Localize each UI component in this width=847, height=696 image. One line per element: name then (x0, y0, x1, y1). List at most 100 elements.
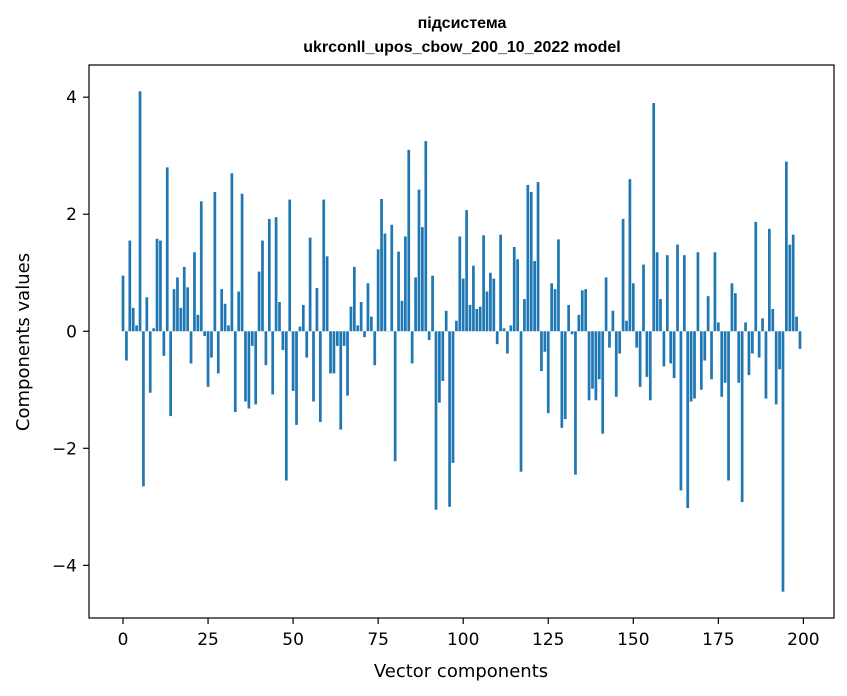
bar-component-77 (383, 233, 387, 332)
bar-component-1 (125, 331, 128, 361)
bar-component-140 (597, 331, 601, 380)
bar-component-166 (686, 331, 690, 508)
bar-component-62 (332, 331, 336, 374)
bar-component-64 (339, 331, 343, 430)
bar-component-146 (618, 331, 622, 354)
bar-component-50 (291, 331, 295, 391)
bar-component-28 (216, 331, 220, 374)
bar-component-31 (227, 325, 230, 332)
chart-title-line1: підсистема (418, 15, 507, 32)
y-tick-label: 0 (66, 322, 77, 342)
bar-component-105 (478, 306, 482, 332)
bar-component-67 (349, 306, 353, 332)
bar-component-142 (604, 277, 608, 332)
bar-component-111 (499, 234, 502, 332)
bar-component-144 (611, 310, 615, 332)
bar-component-128 (557, 239, 560, 332)
bar-component-101 (465, 210, 468, 332)
bar-component-21 (193, 252, 196, 332)
bar-component-191 (771, 309, 775, 332)
bar-component-135 (580, 290, 584, 332)
bar-component-179 (730, 283, 734, 332)
bar-component-156 (652, 103, 656, 332)
bar-component-114 (509, 325, 513, 332)
bar-component-15 (172, 289, 176, 332)
bar-component-109 (492, 278, 496, 332)
bar-component-45 (274, 217, 278, 332)
bar-component-162 (672, 331, 676, 379)
bar-component-2 (128, 240, 132, 332)
bar-component-63 (335, 331, 339, 346)
bar-component-43 (267, 218, 271, 332)
bar-component-6 (142, 331, 145, 487)
bar-component-113 (506, 331, 509, 354)
x-tick-label: 125 (532, 630, 564, 650)
bar-component-164 (679, 331, 683, 491)
bar-component-154 (645, 331, 649, 377)
y-tick-label: −2 (52, 439, 77, 459)
bar-component-70 (359, 302, 363, 332)
bar-component-32 (230, 173, 234, 332)
bar-component-108 (489, 272, 492, 332)
bar-component-124 (543, 331, 547, 352)
bar-component-129 (560, 331, 564, 428)
y-tick-label: −4 (52, 556, 77, 576)
bar-component-41 (261, 240, 264, 332)
bar-component-122 (536, 182, 540, 332)
bar-component-95 (444, 310, 448, 332)
bar-component-174 (713, 252, 717, 332)
bar-component-138 (591, 331, 594, 389)
bar-component-54 (305, 331, 309, 358)
bar-component-46 (278, 302, 281, 332)
bar-component-168 (693, 331, 696, 399)
bar-component-73 (369, 316, 373, 332)
bar-component-125 (546, 331, 550, 414)
x-tick-label: 175 (702, 630, 734, 650)
bar-component-170 (699, 331, 703, 390)
bar-component-96 (448, 331, 451, 507)
bar-component-157 (655, 252, 659, 332)
bar-component-37 (247, 331, 251, 409)
bar-component-94 (441, 331, 445, 381)
bar-component-160 (665, 255, 669, 332)
bar-component-172 (706, 296, 710, 332)
bar-component-91 (431, 275, 434, 332)
bar-component-18 (182, 266, 186, 332)
bar-component-61 (329, 331, 332, 374)
bar-component-92 (434, 331, 438, 510)
bar-component-175 (716, 322, 720, 332)
bar-component-93 (438, 331, 441, 403)
bar-component-141 (601, 331, 605, 434)
bar-component-133 (574, 331, 577, 475)
bar-component-39 (254, 331, 258, 405)
bar-component-86 (414, 277, 417, 332)
bar-component-4 (135, 325, 138, 332)
bar-component-98 (455, 320, 458, 332)
bar-component-121 (533, 261, 536, 332)
bar-component-136 (584, 289, 588, 332)
bar-component-123 (540, 331, 543, 372)
bar-component-13 (165, 167, 169, 332)
bar-component-29 (220, 289, 224, 332)
bar-component-115 (512, 246, 516, 332)
bar-component-167 (689, 331, 693, 402)
bar-component-66 (346, 331, 349, 396)
bar-component-75 (376, 249, 380, 332)
x-axis-label: Vector components (374, 661, 548, 682)
bar-component-126 (550, 283, 554, 332)
bar-component-35 (240, 193, 244, 332)
bar-component-87 (417, 189, 421, 332)
bar-component-5 (138, 91, 142, 332)
bar-component-7 (145, 297, 149, 332)
bar-component-27 (213, 191, 217, 332)
bar-component-99 (458, 236, 462, 332)
x-tick-label: 200 (787, 630, 819, 650)
bar-component-134 (577, 314, 581, 332)
bar-component-38 (250, 331, 254, 346)
bar-component-112 (502, 328, 506, 332)
bar-component-52 (298, 326, 302, 332)
bar-component-81 (397, 251, 400, 332)
bar-component-71 (363, 331, 366, 338)
bar-component-103 (472, 265, 475, 332)
